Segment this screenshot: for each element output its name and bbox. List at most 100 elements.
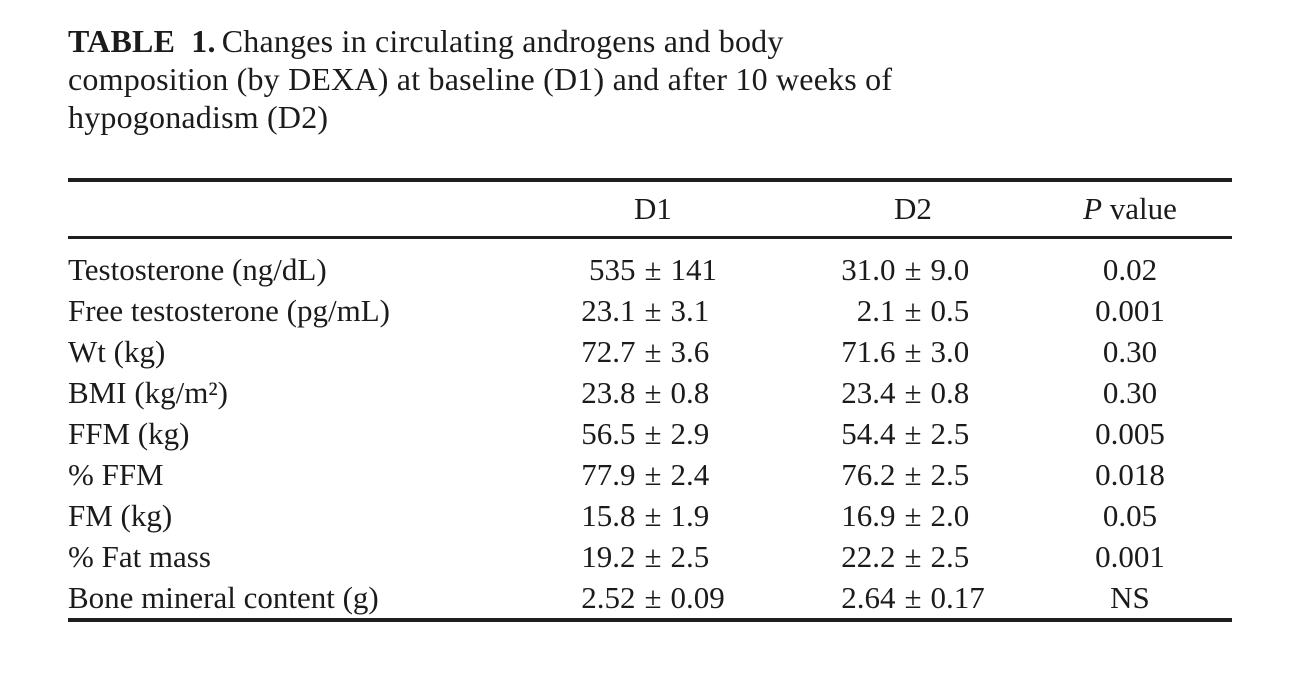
row-label: FFM (kg) [68,416,190,451]
d1-sd: 2.5 [670,539,710,574]
d1-cell: 535 ±141 [508,238,798,291]
table-number: TABLE 1. [68,23,216,59]
d1-mean: 56.5 [581,416,636,451]
d2-sd: 2.5 [930,539,970,574]
p-value-cell: 0.001 [1095,539,1165,574]
p-value-cell: 0.30 [1102,375,1158,410]
plus-minus-sign: ± [644,580,662,615]
d2-sd: 0.5 [930,293,970,328]
plus-minus-sign: ± [904,580,922,615]
d2-mean: 2.1 [856,293,896,328]
d2-cell: 2.64 ±0.17 [798,577,1028,620]
d2-sd: 0.8 [930,375,970,410]
d2-mean: 76.2 [841,457,896,492]
p-value-cell: 0.05 [1102,498,1158,533]
d1-mean: 15.8 [581,498,636,533]
d1-sd: 3.1 [670,293,710,328]
plus-minus-sign: ± [644,252,662,287]
plus-minus-sign: ± [644,539,662,574]
d2-sd: 0.17 [930,580,985,615]
plus-minus-sign: ± [644,293,662,328]
d1-sd: 3.6 [670,334,710,369]
d2-mean: 16.9 [841,498,896,533]
table-row-bone-mineral-content: Bone mineral content (g) 2.52 ±0.09 2.64 ±… [68,577,1232,620]
d2-mean: 23.4 [841,375,896,410]
row-label: Free testosterone (pg/mL) [68,293,390,328]
plus-minus-sign: ± [904,375,922,410]
d2-sd: 2.5 [930,457,970,492]
p-value-cell: 0.30 [1102,334,1158,369]
d1-cell: 56.5 ±2.9 [508,413,798,454]
plus-minus-sign: ± [904,334,922,369]
d2-cell: 71.6 ±3.0 [798,331,1028,372]
plus-minus-sign: ± [904,293,922,328]
d2-mean: 2.64 [841,580,896,615]
table-row-pct-fat-mass: % Fat mass 19.2 ±2.5 22.2 ±2.5 0.001 [68,536,1232,577]
table-row-pct-ffm: % FFM 77.9 ±2.4 76.2 ±2.5 0.018 [68,454,1232,495]
p-value-cell: 0.001 [1095,293,1165,328]
d2-cell: 31.0 ±9.0 [798,238,1028,291]
d2-cell: 2.1 ±0.5 [798,290,1028,331]
d1-cell: 23.1 ±3.1 [508,290,798,331]
table-caption: TABLE 1. Changes in circulating androgens… [68,22,1228,136]
data-table: D1 D2 P value Testosterone (ng/dL) 535 ±1… [68,178,1232,622]
d2-cell: 54.4 ±2.5 [798,413,1028,454]
plus-minus-sign: ± [644,457,662,492]
d2-cell: 23.4 ±0.8 [798,372,1028,413]
d1-mean: 23.1 [581,293,636,328]
header-p-value: P value [1028,180,1232,239]
header-d2: D2 [798,180,1028,239]
plus-minus-sign: ± [904,498,922,533]
d1-mean: 2.52 [581,580,636,615]
d1-cell: 72.7 ±3.6 [508,331,798,372]
d1-cell: 23.8 ±0.8 [508,372,798,413]
d1-mean: 535 [588,252,636,287]
d2-mean: 31.0 [841,252,896,287]
caption-line-2: composition (by DEXA) at baseline (D1) a… [68,61,893,97]
d2-cell: 76.2 ±2.5 [798,454,1028,495]
d1-mean: 72.7 [581,334,636,369]
plus-minus-sign: ± [644,375,662,410]
caption-line-3: hypogonadism (D2) [68,99,329,135]
d2-cell: 16.9 ±2.0 [798,495,1028,536]
d1-sd: 0.8 [670,375,710,410]
d2-sd: 9.0 [930,252,970,287]
d1-sd: 141 [670,252,718,287]
d1-cell: 15.8 ±1.9 [508,495,798,536]
d1-sd: 0.09 [670,580,725,615]
row-label: Wt (kg) [68,334,166,369]
p-value-cell: 0.018 [1095,457,1165,492]
d1-sd: 2.4 [670,457,710,492]
plus-minus-sign: ± [904,252,922,287]
header-row: D1 D2 P value [68,180,1232,239]
table-row-free-testosterone: Free testosterone (pg/mL) 23.1 ±3.1 2.1 ±0… [68,290,1232,331]
header-d1: D1 [508,180,798,239]
row-label: FM (kg) [68,498,173,533]
row-label: % Fat mass [68,539,211,574]
p-value-cell: 0.02 [1102,252,1158,287]
caption-line-1-text: Changes in circulating androgens and bod… [221,23,784,59]
row-label: Testosterone (ng/dL) [68,252,327,287]
d1-cell: 77.9 ±2.4 [508,454,798,495]
plus-minus-sign: ± [644,334,662,369]
table-row-weight: Wt (kg) 72.7 ±3.6 71.6 ±3.0 0.30 [68,331,1232,372]
d2-sd: 2.5 [930,416,970,451]
d2-mean: 54.4 [841,416,896,451]
d1-mean: 77.9 [581,457,636,492]
d1-cell: 2.52 ±0.09 [508,577,798,620]
d2-sd: 3.0 [930,334,970,369]
plus-minus-sign: ± [644,498,662,533]
p-rest: value [1109,191,1177,226]
d2-mean: 22.2 [841,539,896,574]
table-row-bmi: BMI (kg/m²) 23.8 ±0.8 23.4 ±0.8 0.30 [68,372,1232,413]
d1-sd: 2.9 [670,416,710,451]
row-label: % FFM [68,457,164,492]
table-row-testosterone: Testosterone (ng/dL) 535 ±141 31.0 ±9.0 0.… [68,238,1232,291]
row-label: BMI (kg/m²) [68,375,228,410]
d1-mean: 23.8 [581,375,636,410]
d2-sd: 2.0 [930,498,970,533]
caption-line-1: TABLE 1. Changes in circulating androgens… [68,22,1228,60]
plus-minus-sign: ± [644,416,662,451]
d1-mean: 19.2 [581,539,636,574]
